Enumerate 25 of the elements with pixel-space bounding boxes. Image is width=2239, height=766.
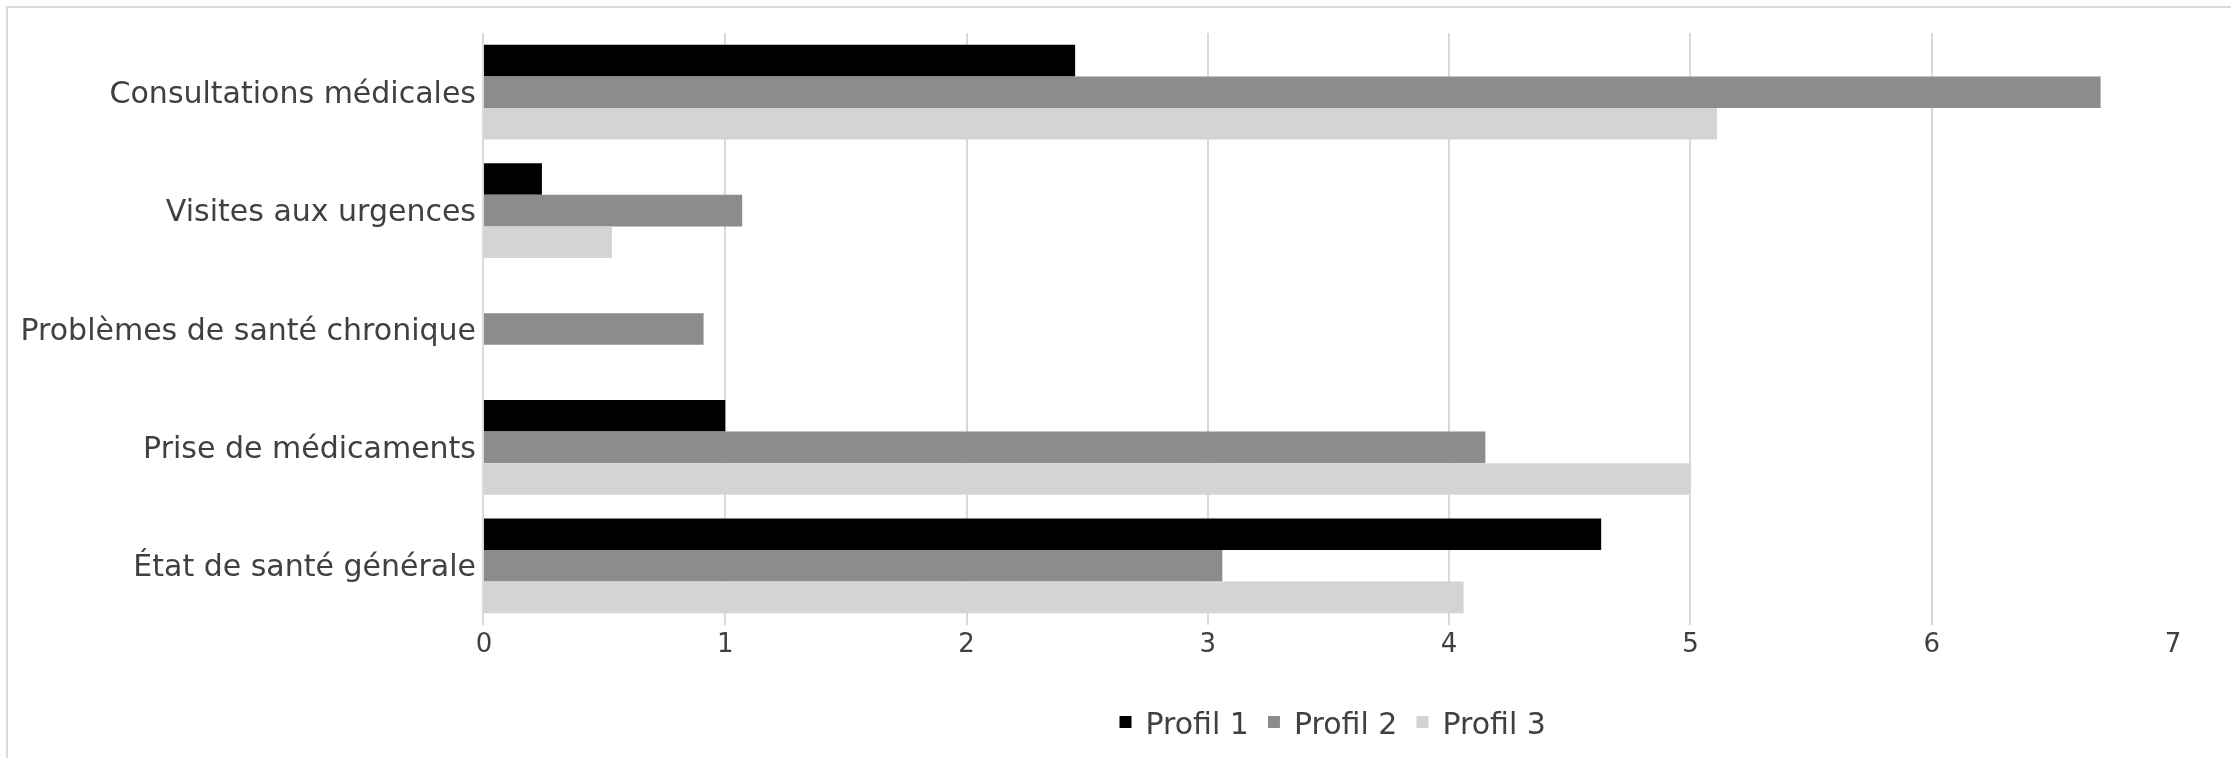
x-tick-label: 5 <box>1682 628 1699 658</box>
bar <box>484 163 542 195</box>
legend-label: Profil 3 <box>1442 705 1546 741</box>
legend-label: Profil 1 <box>1145 705 1249 741</box>
bar <box>484 76 2101 108</box>
x-tick-label: 7 <box>2164 628 2182 658</box>
legend-label: Profil 2 <box>1293 705 1398 741</box>
bar <box>484 400 726 432</box>
bar <box>484 194 743 227</box>
bar <box>484 550 1223 582</box>
y-tick-label: Consultations médicales <box>109 74 476 110</box>
x-tick-label: 3 <box>1199 628 1217 658</box>
y-tick-label: Problèmes de santé chronique <box>20 311 476 347</box>
bar <box>484 431 1486 464</box>
x-tick-label: 0 <box>475 628 493 658</box>
y-tick-label: État de santé générale <box>133 548 476 584</box>
x-tick-label: 2 <box>958 628 975 658</box>
x-tick-label: 6 <box>1923 628 1940 658</box>
y-tick-label: Prise de médicaments <box>143 429 476 465</box>
bar <box>484 313 704 345</box>
bar <box>484 518 1602 551</box>
bar <box>484 44 1076 77</box>
x-tick-label: 4 <box>1440 628 1458 658</box>
y-tick-label: Visites aux urgences <box>165 193 476 229</box>
x-tick-label: 1 <box>717 628 734 658</box>
